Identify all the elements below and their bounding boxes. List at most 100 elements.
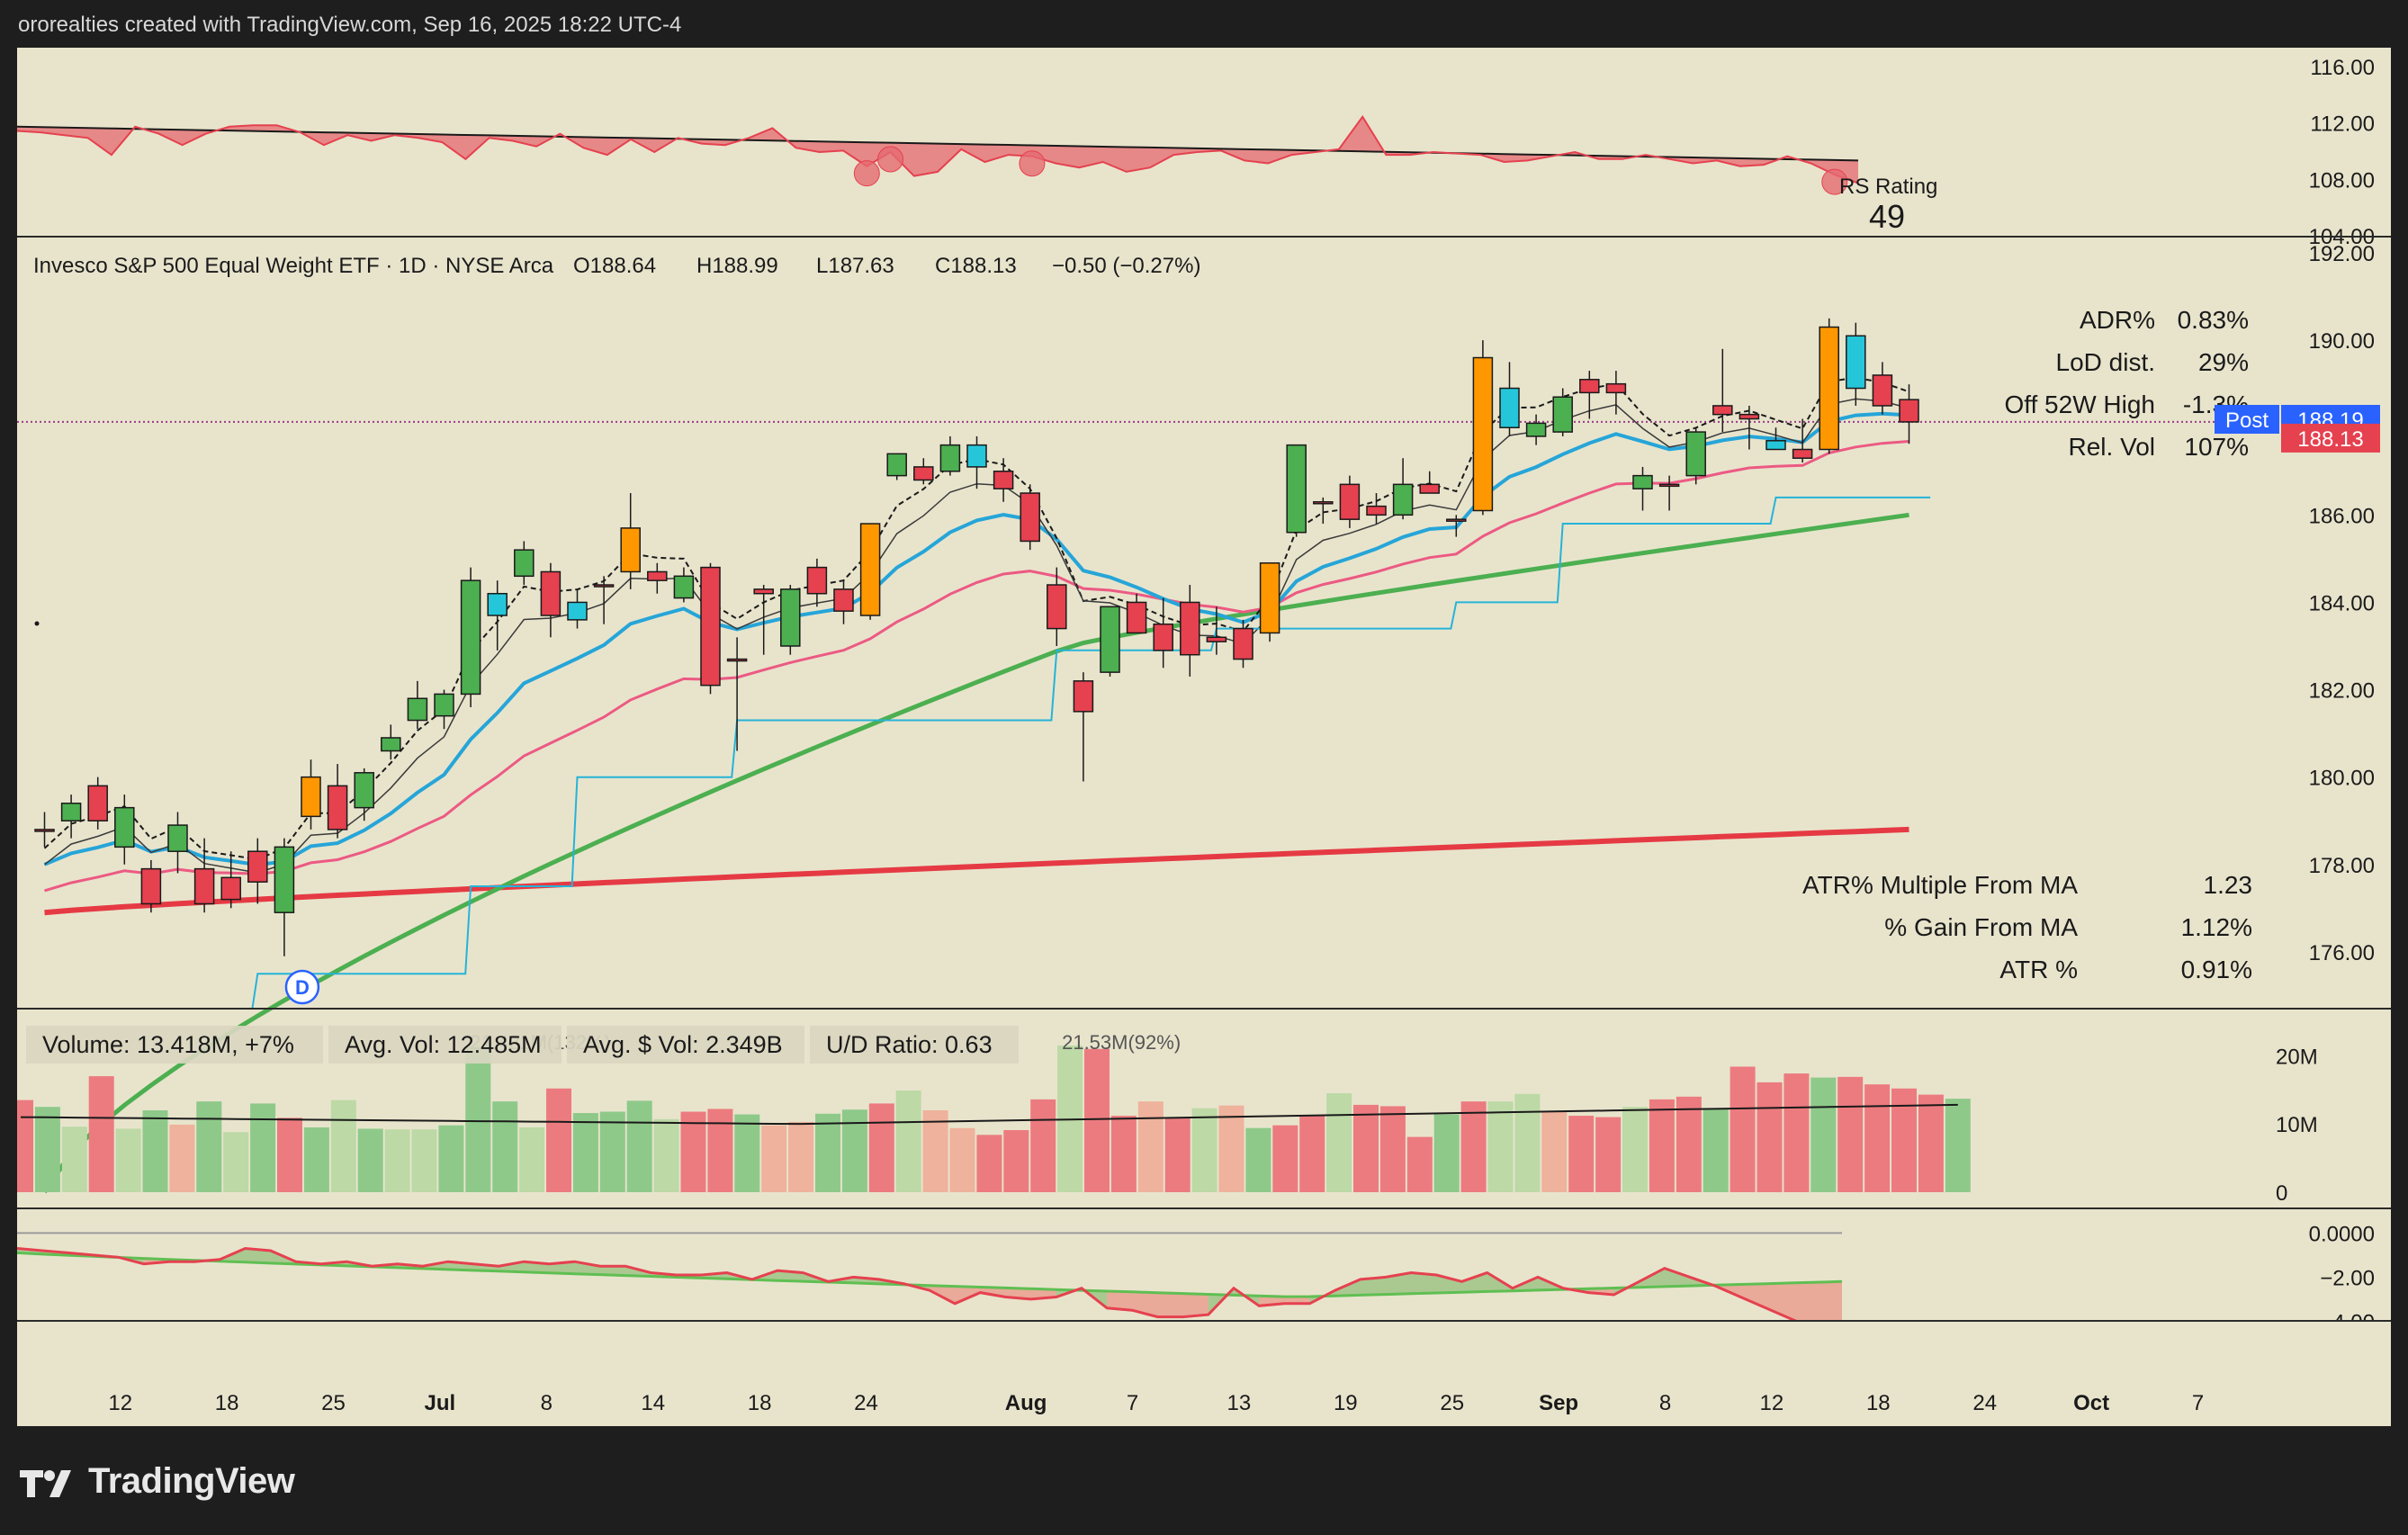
volume-bar[interactable] <box>546 1088 571 1192</box>
candle-body[interactable] <box>726 658 748 662</box>
volume-bar[interactable] <box>357 1128 383 1192</box>
volume-bar[interactable] <box>1272 1125 1298 1192</box>
volume-bar[interactable] <box>1730 1066 1756 1192</box>
volume-bar[interactable] <box>384 1129 410 1192</box>
volume-bar[interactable] <box>1784 1073 1810 1192</box>
candle-body[interactable] <box>1552 396 1573 433</box>
candle-body[interactable] <box>833 588 854 612</box>
volume-bar[interactable] <box>1137 1101 1164 1192</box>
candle-body[interactable] <box>1499 387 1520 428</box>
dividend-marker[interactable] <box>284 969 320 1005</box>
candle-body[interactable] <box>354 772 374 809</box>
volume-bar[interactable] <box>88 1076 114 1192</box>
candle-body[interactable] <box>167 824 188 852</box>
volume-bar[interactable] <box>1487 1101 1514 1192</box>
candle-body[interactable] <box>540 570 562 616</box>
volume-bar[interactable] <box>277 1118 302 1192</box>
volume-bar[interactable] <box>1433 1114 1460 1192</box>
volume-bar[interactable] <box>1164 1118 1191 1192</box>
candle-body[interactable] <box>1712 405 1733 416</box>
candle-body[interactable] <box>1446 518 1467 522</box>
candle-body[interactable] <box>1872 374 1893 407</box>
volume-bar[interactable] <box>330 1100 356 1192</box>
candle-body[interactable] <box>1073 680 1094 713</box>
candle-body[interactable] <box>1286 444 1307 534</box>
candle-body[interactable] <box>274 846 295 913</box>
volume-bar[interactable] <box>411 1129 437 1192</box>
candle-body[interactable] <box>966 444 987 468</box>
volume-bar[interactable] <box>976 1135 1002 1192</box>
volume-bar[interactable] <box>788 1121 814 1192</box>
candle-body[interactable] <box>939 444 961 472</box>
candle-body[interactable] <box>1020 492 1040 543</box>
volume-bar[interactable] <box>734 1114 760 1192</box>
volume-bar[interactable] <box>34 1107 60 1192</box>
candle-body[interactable] <box>1819 326 1839 451</box>
volume-bar[interactable] <box>707 1109 733 1192</box>
volume-bar[interactable] <box>1703 1109 1729 1192</box>
volume-bar[interactable] <box>17 1100 33 1192</box>
volume-bar[interactable] <box>303 1127 329 1192</box>
volume-bar[interactable] <box>1191 1108 1217 1192</box>
volume-bar[interactable] <box>1084 1048 1110 1192</box>
volume-bar[interactable] <box>599 1111 625 1192</box>
candle-body[interactable] <box>381 737 401 752</box>
candle-body[interactable] <box>1259 561 1280 634</box>
candle-body[interactable] <box>647 570 668 581</box>
candle-body[interactable] <box>60 803 82 821</box>
candle-body[interactable] <box>1766 440 1786 451</box>
candle-body[interactable] <box>593 584 615 588</box>
volume-bar[interactable] <box>196 1101 222 1192</box>
candle-body[interactable] <box>1846 335 1866 390</box>
candle-body[interactable] <box>620 527 641 573</box>
candle-body[interactable] <box>1899 399 1919 423</box>
candle-body[interactable] <box>1100 606 1120 673</box>
volume-bar[interactable] <box>1891 1088 1917 1192</box>
volume-bar[interactable] <box>680 1111 706 1192</box>
volume-bar[interactable] <box>1379 1106 1406 1192</box>
volume-bar[interactable] <box>1810 1077 1837 1192</box>
candle-body[interactable] <box>1525 422 1547 437</box>
candle-body[interactable] <box>193 867 215 905</box>
candle-body[interactable] <box>1126 601 1147 634</box>
volume-bar[interactable] <box>815 1113 840 1192</box>
candle-body[interactable] <box>886 453 907 477</box>
candle-body[interactable] <box>993 471 1014 489</box>
volume-bar[interactable] <box>868 1103 894 1192</box>
volume-bar[interactable] <box>1945 1099 1971 1192</box>
volume-bar[interactable] <box>1595 1117 1622 1192</box>
candle-body[interactable] <box>1579 379 1600 394</box>
candle-body[interactable] <box>220 876 241 901</box>
candle-body[interactable] <box>434 693 454 717</box>
candle-body[interactable] <box>301 776 321 818</box>
candle-body[interactable] <box>859 523 881 616</box>
volume-bar[interactable] <box>438 1125 464 1192</box>
candle-body[interactable] <box>1180 601 1200 656</box>
volume-bar[interactable] <box>1649 1099 1675 1192</box>
candle-body[interactable] <box>1366 505 1387 516</box>
volume-bar[interactable] <box>1757 1082 1783 1192</box>
volume-bar[interactable] <box>1864 1084 1891 1192</box>
volume-bar[interactable] <box>1918 1094 1944 1192</box>
volume-bar[interactable] <box>1245 1127 1271 1192</box>
candle-body[interactable] <box>806 566 828 595</box>
volume-bar[interactable] <box>1299 1115 1325 1192</box>
candle-body[interactable] <box>247 850 268 883</box>
candle-body[interactable] <box>140 867 162 905</box>
candle-body[interactable] <box>514 549 535 578</box>
volume-bar[interactable] <box>895 1091 921 1192</box>
volume-bar[interactable] <box>519 1127 545 1192</box>
volume-bar[interactable] <box>1030 1099 1056 1192</box>
volume-bar[interactable] <box>250 1103 276 1192</box>
volume-bar[interactable] <box>761 1125 787 1192</box>
candle-body[interactable] <box>1233 627 1253 660</box>
candle-body[interactable] <box>1658 483 1680 488</box>
candle-body[interactable] <box>460 579 481 696</box>
volume-bar[interactable] <box>572 1113 598 1192</box>
candle-body[interactable] <box>1339 483 1361 520</box>
volume-bar[interactable] <box>1003 1129 1029 1192</box>
volume-bar[interactable] <box>653 1118 679 1192</box>
candle-body[interactable] <box>1206 636 1227 642</box>
volume-bar[interactable] <box>115 1128 141 1192</box>
candle-body[interactable] <box>1632 474 1653 489</box>
